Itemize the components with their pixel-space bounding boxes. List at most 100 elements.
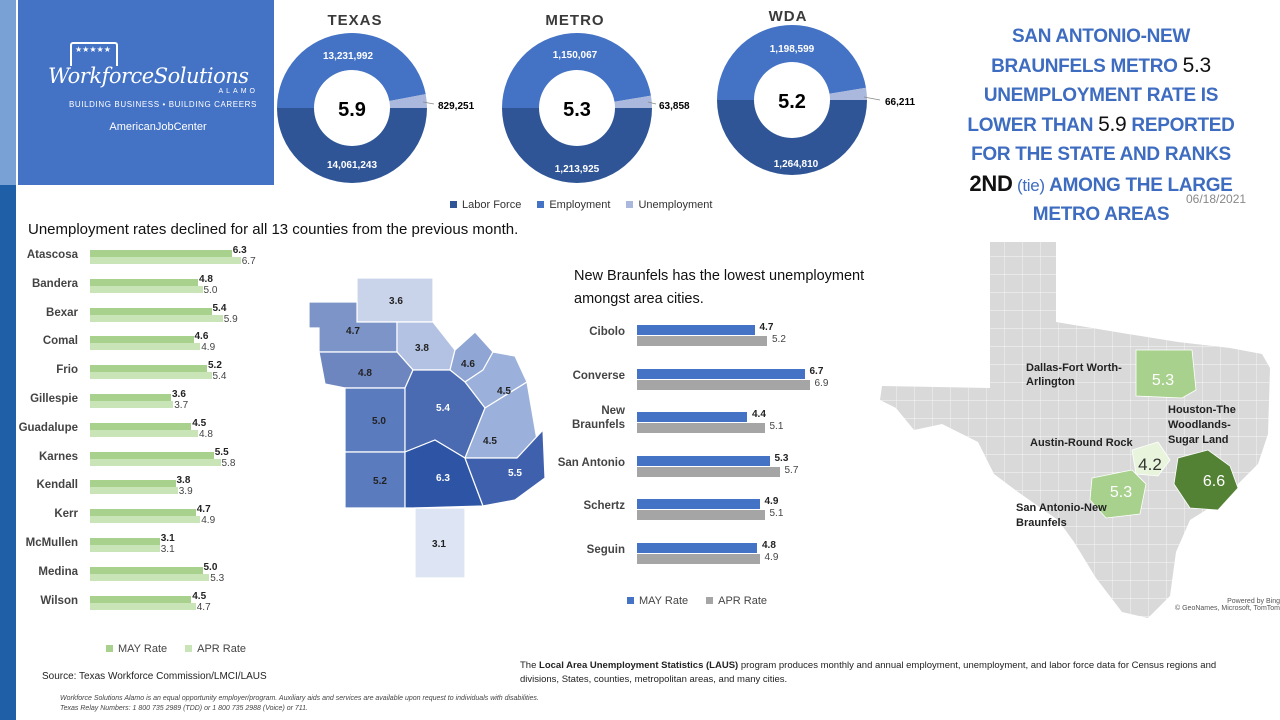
city-bar-apr bbox=[637, 423, 765, 433]
headline-line-6: 2ND (tie) AMONG THE LARGE bbox=[932, 169, 1270, 200]
donut-texas bbox=[277, 33, 427, 183]
map-label-houston: Houston-The Woodlands-Sugar Land bbox=[1168, 404, 1236, 446]
donut-legend: Labor Force Employment Unemployment bbox=[450, 199, 712, 211]
legend-unemployment-label: Unemployment bbox=[638, 199, 713, 211]
headline-state-rate: 5.9 bbox=[1098, 113, 1127, 136]
city-label: New Braunfels bbox=[571, 405, 625, 431]
headline-line-3: UNEMPLOYMENT RATE IS bbox=[983, 85, 1219, 106]
city-value-apr: 5.1 bbox=[769, 508, 784, 519]
donut-metro-center: 5.3 bbox=[563, 99, 591, 121]
city-bar-apr bbox=[637, 336, 767, 346]
county-label: Atascosa bbox=[26, 249, 78, 261]
county-value-apr: 4.7 bbox=[196, 601, 211, 613]
laus-prefix: The bbox=[520, 660, 540, 671]
county-label: Bexar bbox=[46, 306, 78, 319]
city-value-may: 4.8 bbox=[762, 539, 776, 551]
map-attribution-sources: © GeoNames, Microsoft, TomTom bbox=[1175, 605, 1280, 612]
legend-swatch-labor-force bbox=[450, 201, 457, 208]
county-value-may: 4.8 bbox=[199, 273, 213, 285]
legend-employment: Employment bbox=[537, 199, 610, 211]
donut-title-texas: TEXAS bbox=[327, 12, 383, 29]
logo-alamo: ALAMO bbox=[218, 88, 258, 95]
county-value-apr: 3.7 bbox=[174, 400, 189, 411]
region-austin-value: 4.2 bbox=[1138, 455, 1162, 474]
county-bar-may bbox=[90, 422, 192, 430]
donut-title-wda: WDA bbox=[768, 8, 808, 25]
county-map-value-mcmullen: 3.1 bbox=[432, 539, 446, 550]
county-label: Kendall bbox=[36, 479, 78, 492]
donut-charts: 5.9 13,231,992 14,061,243 829,251 5.3 1,… bbox=[277, 24, 915, 183]
footnote-eeo: Workforce Solutions Alamo is an equal op… bbox=[60, 695, 539, 702]
map-attribution-bing: Powered by Bing bbox=[1227, 598, 1280, 605]
accent-stripe-bottom bbox=[0, 185, 16, 720]
county-legend-may-swatch bbox=[106, 645, 113, 652]
logo-panel: ★★★★★ WorkforceSolutions ALAMO BUILDING … bbox=[18, 0, 274, 185]
county-label: Gillespie bbox=[30, 393, 78, 405]
county-legend-apr-swatch bbox=[185, 645, 193, 652]
city-legend-apr-swatch bbox=[706, 597, 714, 604]
county-bar-apr bbox=[90, 285, 203, 293]
county-map-value-wilson: 4.5 bbox=[483, 436, 497, 447]
county-value-apr: 6.7 bbox=[241, 256, 256, 267]
region-houston-value: 6.6 bbox=[1203, 473, 1225, 490]
county-map-value-comal: 4.6 bbox=[461, 359, 475, 370]
donut-texas-employment bbox=[277, 33, 426, 109]
county-value-may: 6.3 bbox=[232, 245, 247, 256]
region-san-antonio bbox=[1089, 469, 1147, 519]
county-map-value-frio: 5.2 bbox=[373, 476, 387, 487]
city-value-apr: 5.1 bbox=[769, 421, 784, 432]
county-bar-may bbox=[90, 595, 192, 603]
city-legend-may-swatch bbox=[627, 597, 634, 604]
donut-metro bbox=[502, 33, 652, 183]
county-bar-apr bbox=[90, 573, 210, 581]
city-bar-apr bbox=[637, 466, 780, 477]
footnote-relay: Texas Relay Numbers: 1 800 735 2989 (TDD… bbox=[60, 705, 308, 712]
city-legend-apr: APR Rate bbox=[706, 595, 767, 607]
county-bar-apr bbox=[90, 487, 178, 495]
county-value-apr: 5.9 bbox=[223, 313, 238, 325]
headline: SAN ANTONIO-NEW BRAUNFELS METRO 5.3 UNEM… bbox=[932, 22, 1270, 229]
donut-title-metro: METRO bbox=[545, 12, 605, 29]
legend-swatch-unemployment bbox=[626, 201, 634, 208]
city-bar-may bbox=[637, 412, 747, 422]
county-chart-title: Unemployment rates declined for all 13 c… bbox=[28, 221, 519, 238]
map-attribution: Powered by Bing © GeoNames, Microsoft, T… bbox=[1110, 598, 1280, 612]
county-chart-legend: MAY Rate APR Rate bbox=[106, 643, 246, 655]
donut-metro-labor-force-label: 1,213,925 bbox=[555, 164, 600, 175]
donut-wda-center: 5.2 bbox=[778, 91, 806, 113]
region-san-antonio-value: 5.3 bbox=[1110, 484, 1132, 501]
county-value-may: 4.5 bbox=[192, 590, 207, 602]
county-value-apr: 5.0 bbox=[203, 284, 218, 296]
headline-line-5: FOR THE STATE AND RANKS bbox=[971, 144, 1231, 165]
county-value-may: 4.7 bbox=[196, 504, 211, 516]
county-bar-may bbox=[90, 250, 232, 257]
county-value-may: 5.4 bbox=[212, 302, 227, 314]
donut-texas-unemployment-label: 829,251 bbox=[438, 101, 475, 112]
county-label: Guadalupe bbox=[18, 421, 78, 434]
city-value-apr: 5.7 bbox=[784, 464, 799, 476]
city-value-apr: 4.9 bbox=[764, 551, 779, 563]
donut-texas-labor-force-label: 14,061,243 bbox=[327, 160, 377, 171]
donut-texas-leader bbox=[422, 101, 435, 105]
donut-wda-unemployment bbox=[829, 87, 867, 100]
headline-line-7: METRO AREAS bbox=[1032, 204, 1170, 225]
donut-metro-unemployment-label: 63,858 bbox=[659, 101, 690, 112]
county-value-apr: 5.4 bbox=[212, 371, 227, 383]
donut-texas-unemployment bbox=[389, 94, 427, 108]
legend-swatch-employment bbox=[537, 201, 545, 208]
city-value-may: 6.7 bbox=[809, 365, 824, 377]
city-value-may: 4.7 bbox=[759, 322, 774, 333]
county-label: Kerr bbox=[54, 508, 78, 521]
county-map-value-atascosa: 6.3 bbox=[436, 473, 450, 484]
laus-description: program produces monthly and annual empl… bbox=[520, 660, 1217, 685]
county-map-value-karnes: 5.5 bbox=[508, 468, 522, 479]
county-label: Karnes bbox=[39, 450, 78, 463]
logo-american-job-center: AmericanJobCenter bbox=[109, 121, 207, 133]
county-label: McMullen bbox=[25, 537, 78, 549]
county-value-may: 5.0 bbox=[203, 561, 218, 573]
report-date: 06/18/2021 bbox=[1186, 192, 1247, 206]
donut-texas-labor-force bbox=[277, 108, 427, 183]
legend-unemployment: Unemployment bbox=[626, 199, 712, 211]
map-label-dallas: Dallas-Fort Worth-Arlington bbox=[1026, 362, 1122, 388]
city-chart-title-line-2: amongst area cities. bbox=[574, 291, 704, 307]
